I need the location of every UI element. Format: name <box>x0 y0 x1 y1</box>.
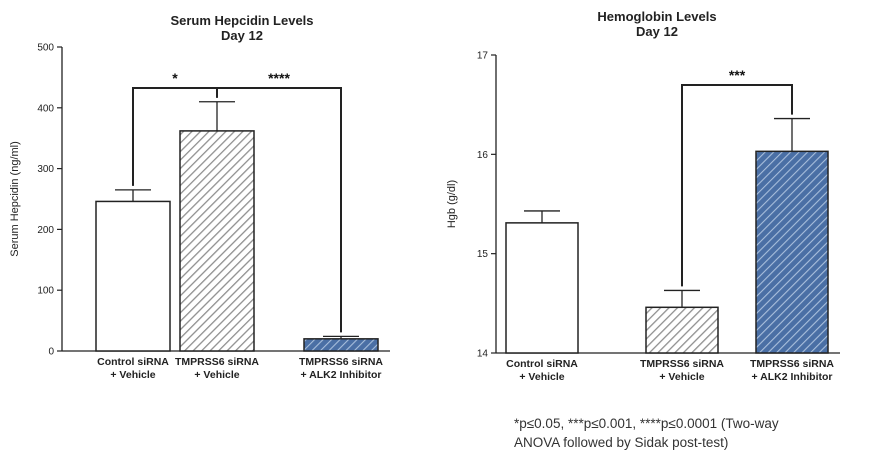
category-label: + ALK2 Inhibitor <box>301 369 382 381</box>
bar-2 <box>179 130 255 352</box>
y-tick-label: 500 <box>37 43 54 54</box>
category-label: TMPRSS6 siRNA <box>640 358 724 370</box>
footnote-line-2: ANOVA followed by Sidak post-test) <box>514 435 729 450</box>
category-label: + Vehicle <box>519 371 564 383</box>
footnote: *p≤0.05, ***p≤0.001, ****p≤0.0001 (Two-w… <box>514 414 892 452</box>
chart-title-line-1: Hemoglobin Levels <box>597 9 716 24</box>
significance-label: *** <box>729 67 746 83</box>
chart-title-line-1: Serum Hepcidin Levels <box>170 13 313 28</box>
category-label: + Vehicle <box>194 369 239 381</box>
y-tick-label: 15 <box>477 249 489 260</box>
category-label: TMPRSS6 siRNA <box>299 356 383 368</box>
y-tick-label: 17 <box>477 51 489 62</box>
footnote-line-1: *p≤0.05, ***p≤0.001, ****p≤0.0001 (Two-w… <box>514 416 779 431</box>
category-label: + Vehicle <box>659 371 704 383</box>
category-label: Control siRNA <box>97 356 169 368</box>
y-axis-label: Serum Hepcidin (ng/ml) <box>9 141 21 257</box>
significance-bracket <box>681 84 793 287</box>
y-tick-label: 100 <box>37 286 54 297</box>
y-axis-label: Hgb (g/dl) <box>446 180 458 228</box>
y-tick-label: 300 <box>37 164 54 175</box>
bar-2 <box>645 306 719 354</box>
y-tick-label: 400 <box>37 103 54 114</box>
category-label: + Vehicle <box>110 369 155 381</box>
category-label: TMPRSS6 siRNA <box>750 358 834 370</box>
significance-label: * <box>172 70 178 86</box>
y-tick-label: 16 <box>477 150 489 161</box>
significance-bracket <box>216 87 342 333</box>
category-label: + ALK2 Inhibitor <box>752 371 833 383</box>
significance-label: **** <box>268 70 290 86</box>
y-tick-label: 14 <box>477 349 489 360</box>
bar-1 <box>95 200 171 352</box>
chart-title-line-2: Day 12 <box>636 24 678 39</box>
y-tick-label: 0 <box>48 347 54 358</box>
bar-1 <box>505 222 579 354</box>
chart-title-line-2: Day 12 <box>221 28 263 43</box>
category-label: TMPRSS6 siRNA <box>175 356 259 368</box>
bar-3 <box>303 338 379 352</box>
y-tick-label: 200 <box>37 225 54 236</box>
category-label: Control siRNA <box>506 358 578 370</box>
bar-3 <box>755 150 829 354</box>
